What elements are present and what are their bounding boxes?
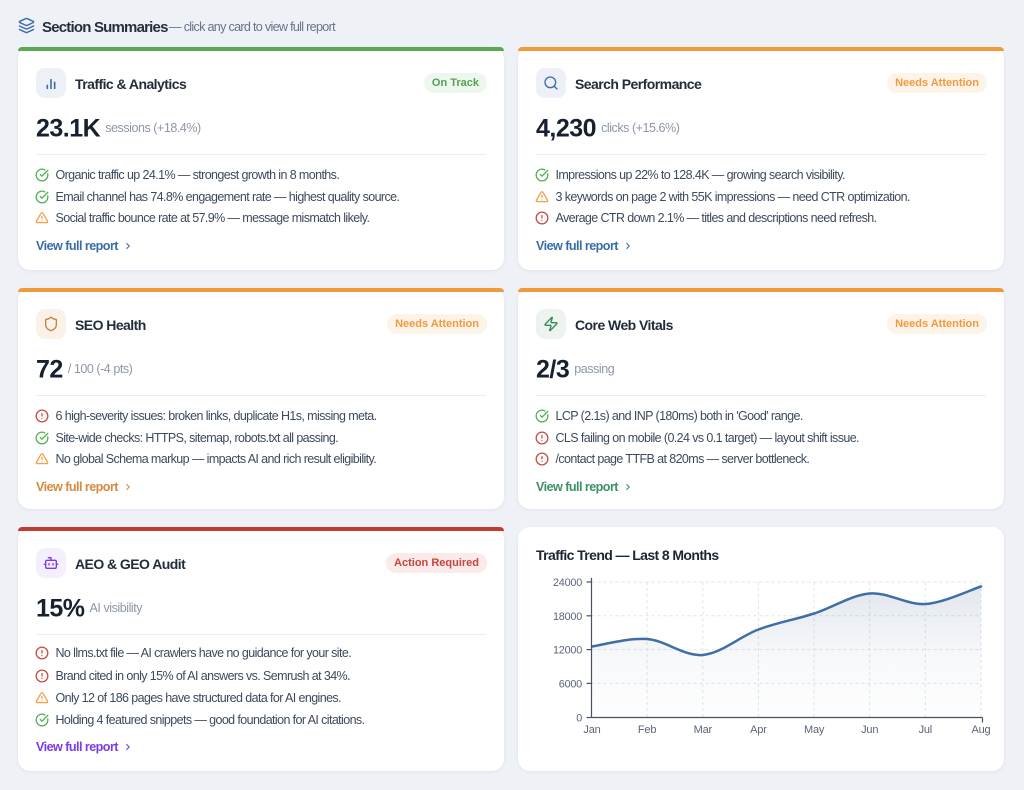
svg-text:Jul: Jul <box>919 724 932 736</box>
svg-text:18000: 18000 <box>553 611 582 623</box>
svg-text:12000: 12000 <box>553 645 582 657</box>
svg-text:Jan: Jan <box>583 724 600 736</box>
svg-text:Jun: Jun <box>861 724 878 736</box>
svg-text:May: May <box>804 724 825 736</box>
svg-text:24000: 24000 <box>553 577 582 589</box>
svg-text:Mar: Mar <box>694 724 713 736</box>
svg-text:0: 0 <box>576 713 582 725</box>
svg-text:Apr: Apr <box>750 724 767 736</box>
svg-text:Feb: Feb <box>638 724 656 736</box>
svg-text:Aug: Aug <box>972 724 991 736</box>
svg-text:6000: 6000 <box>559 678 582 690</box>
